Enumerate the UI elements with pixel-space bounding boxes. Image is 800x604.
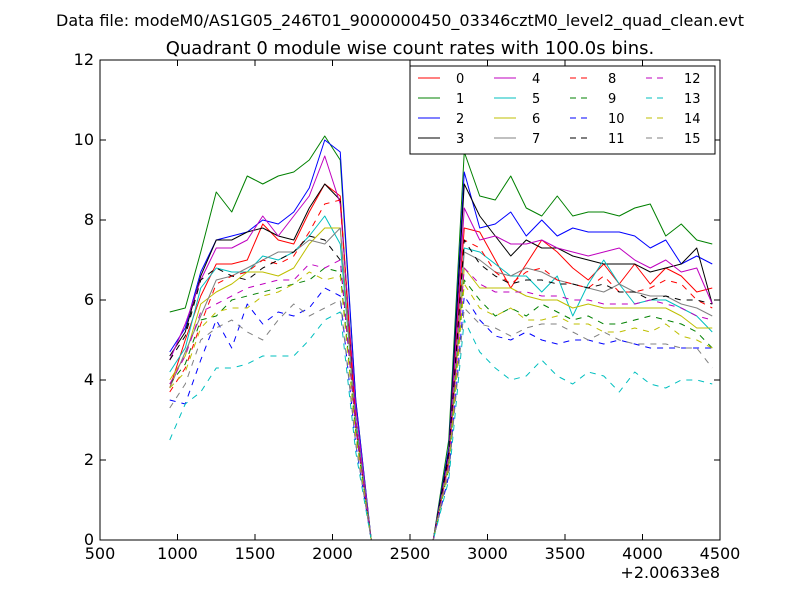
- axes: 500 1000 1500 2000 2500 3000 3500 4000 4500 0 2 4 6 8…: [74, 50, 741, 582]
- x-tick-label: 1000: [157, 544, 198, 563]
- y-tick-label: 12: [74, 50, 94, 69]
- chart-suptitle: Data file: modeM0/AS1G05_246T01_90000004…: [56, 11, 744, 31]
- series-lines: [169, 135, 713, 540]
- series-line-11: [169, 235, 713, 540]
- series-line-1: [169, 135, 713, 540]
- legend-label-1: 1: [456, 92, 464, 107]
- x-tick-label: 2500: [390, 544, 431, 563]
- legend-label-9: 9: [608, 92, 616, 107]
- legend-label-8: 8: [608, 72, 616, 87]
- y-tick-label: 8: [84, 210, 94, 229]
- legend-label-10: 10: [608, 112, 625, 127]
- x-offset-label: +2.00633e8: [620, 563, 720, 582]
- legend-label-15: 15: [684, 132, 701, 147]
- legend-label-0: 0: [456, 72, 464, 87]
- series-line-12: [169, 259, 713, 540]
- y-tick-label: 6: [84, 290, 94, 309]
- series-line-15: [169, 299, 713, 540]
- legend-label-12: 12: [684, 72, 701, 87]
- legend-box: [409, 65, 716, 155]
- series-line-2: [169, 139, 713, 540]
- x-tick-label: 4500: [700, 544, 741, 563]
- legend-label-6: 6: [532, 112, 540, 127]
- x-tick-label: 2000: [312, 544, 353, 563]
- series-line-13: [169, 311, 713, 540]
- x-tick-label: 500: [85, 544, 116, 563]
- legend-label-3: 3: [456, 132, 464, 147]
- x-tick-label: 3500: [545, 544, 586, 563]
- series-line-4: [169, 155, 713, 540]
- legend-label-7: 7: [532, 132, 540, 147]
- x-tick-label: 4000: [622, 544, 663, 563]
- series-line-9: [169, 267, 713, 540]
- y-tick-label: 0: [84, 530, 94, 549]
- legend-label-4: 4: [532, 72, 540, 87]
- legend-label-5: 5: [532, 92, 540, 107]
- series-line-8: [169, 199, 713, 540]
- chart-title: Quadrant 0 module wise count rates with …: [166, 38, 655, 59]
- legend-label-2: 2: [456, 112, 464, 127]
- x-tick-label: 3000: [467, 544, 508, 563]
- y-tick-label: 2: [84, 450, 94, 469]
- x-tick-label: 1500: [235, 544, 276, 563]
- legend-label-14: 14: [684, 112, 701, 127]
- y-tick-label: 10: [74, 130, 94, 149]
- legend-label-11: 11: [608, 132, 625, 147]
- legend-label-13: 13: [684, 92, 701, 107]
- series-line-10: [169, 287, 713, 540]
- plot-area: [169, 135, 713, 540]
- y-tick-label: 4: [84, 370, 94, 389]
